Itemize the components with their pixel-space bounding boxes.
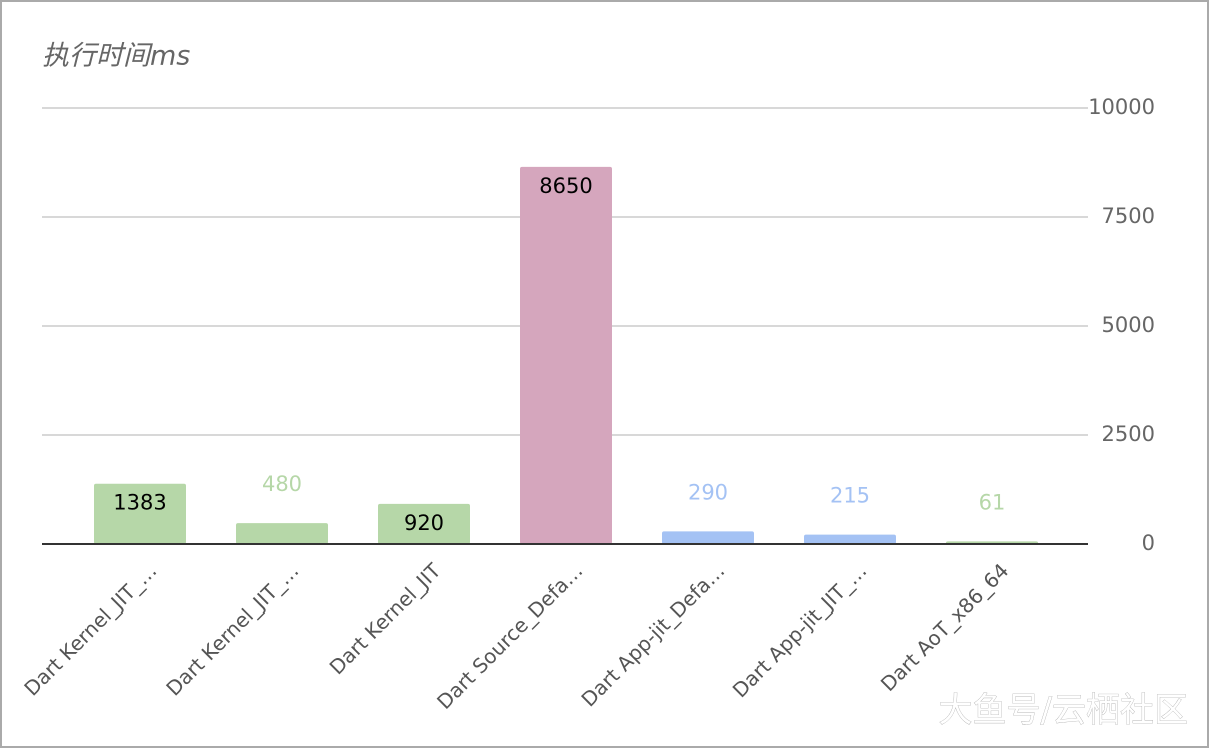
chart-title: 执行时间ms (42, 41, 190, 72)
bar (378, 503, 470, 544)
y-tick-label: 0 (1142, 531, 1155, 555)
bar (662, 531, 754, 544)
bar (804, 534, 896, 544)
y-tick-label: 2500 (1102, 422, 1155, 446)
bar (520, 166, 612, 545)
value-label: 1383 (113, 491, 166, 515)
bar (236, 523, 328, 544)
y-tick-label: 7500 (1102, 204, 1155, 228)
value-label: 290 (688, 480, 728, 504)
watermark: 大鱼号/云栖社区 (939, 691, 1188, 731)
value-label: 215 (830, 484, 870, 508)
value-label: 480 (262, 472, 302, 496)
bar (94, 483, 186, 544)
y-tick-label: 5000 (1102, 313, 1155, 337)
value-label: 61 (979, 490, 1006, 514)
value-label: 920 (404, 511, 444, 535)
value-label: 8650 (539, 174, 592, 198)
y-tick-label: 10000 (1088, 95, 1155, 119)
